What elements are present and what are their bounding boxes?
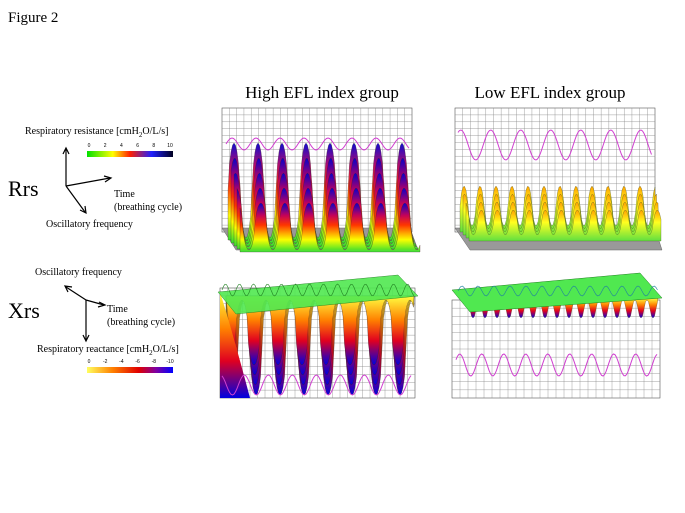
surface-edge	[220, 292, 250, 398]
label-text: O/L/s]	[142, 126, 168, 137]
time-label: Time	[114, 189, 135, 200]
magenta-trace	[221, 374, 412, 396]
figure-label: Figure 2	[8, 10, 58, 26]
axes-icon	[62, 146, 113, 215]
surface	[468, 209, 662, 242]
axis-label: Respiratory resistance [cmH2O/L/s]	[25, 126, 168, 139]
top-plane	[451, 272, 663, 313]
surface	[239, 202, 421, 253]
symbol: Xrs	[8, 298, 40, 323]
frequency-label: Oscillatory frequency	[35, 267, 122, 278]
colorbar-tick: 6	[136, 143, 139, 149]
surface-plots	[217, 107, 663, 399]
surface-ridge	[221, 283, 415, 297]
colorbar-tick: 0	[88, 143, 91, 149]
colorbar	[87, 151, 173, 157]
subscript: 2	[149, 349, 153, 357]
time-label: (breathing cycle)	[114, 202, 182, 213]
subscript: 2	[139, 131, 143, 139]
surface-ridge	[457, 285, 658, 297]
axes-icon	[63, 285, 107, 343]
colorbar-tick: -10	[166, 359, 173, 365]
column-header: Low EFL index group	[475, 83, 626, 102]
axis-label: Respiratory reactance [cmH2O/L/s]	[37, 344, 179, 357]
frequency-label: Oscillatory frequency	[46, 219, 133, 230]
colorbar	[87, 367, 173, 373]
label-text: Respiratory reactance [cmH	[37, 344, 149, 355]
colorbar-tick: -4	[119, 359, 124, 365]
colorbar-tick: 10	[167, 143, 173, 149]
label-text: Respiratory resistance [cmH	[25, 126, 139, 137]
colorbar-tick: 2	[104, 143, 107, 149]
colorbar-tick: -8	[152, 359, 157, 365]
colorbar-tick: 8	[152, 143, 155, 149]
magenta-trace	[457, 129, 652, 161]
magenta-trace	[225, 137, 410, 151]
time-label: Time	[107, 304, 128, 315]
magenta-trace	[455, 353, 658, 377]
colorbar-tick: -6	[135, 359, 140, 365]
label-text: O/L/s]	[153, 344, 179, 355]
column-header: High EFL index group	[245, 83, 399, 102]
symbol: Rrs	[8, 176, 39, 201]
colorbar-tick: -2	[103, 359, 108, 365]
time-label: (breathing cycle)	[107, 317, 175, 328]
colorbar-tick: 0	[88, 359, 91, 365]
colorbar-tick: 4	[120, 143, 123, 149]
